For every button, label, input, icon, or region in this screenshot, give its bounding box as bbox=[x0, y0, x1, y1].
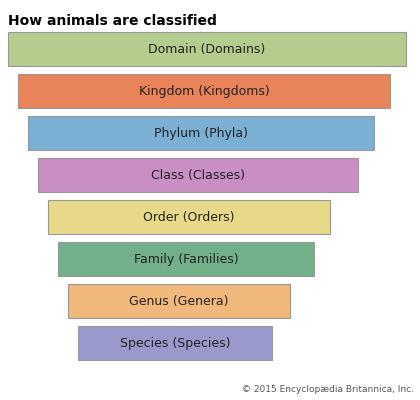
Text: How animals are classified: How animals are classified bbox=[8, 14, 217, 28]
Bar bbox=[68, 284, 290, 318]
Text: © 2015 Encyclopædia Britannica, Inc.: © 2015 Encyclopædia Britannica, Inc. bbox=[242, 385, 414, 394]
Bar bbox=[78, 326, 272, 360]
Text: Phylum (Phyla): Phylum (Phyla) bbox=[154, 126, 248, 140]
Text: Order (Orders): Order (Orders) bbox=[143, 210, 235, 224]
Text: Domain (Domains): Domain (Domains) bbox=[148, 42, 265, 56]
Text: Kingdom (Kingdoms): Kingdom (Kingdoms) bbox=[139, 84, 269, 98]
Text: Genus (Genera): Genus (Genera) bbox=[129, 294, 229, 308]
Bar bbox=[58, 242, 314, 276]
Bar bbox=[28, 116, 374, 150]
Bar bbox=[38, 158, 358, 192]
Bar bbox=[48, 200, 330, 234]
Bar bbox=[18, 74, 390, 108]
Text: Species (Species): Species (Species) bbox=[120, 336, 230, 350]
Text: Class (Classes): Class (Classes) bbox=[151, 168, 245, 182]
Text: Family (Families): Family (Families) bbox=[134, 252, 238, 266]
Bar bbox=[8, 32, 406, 66]
